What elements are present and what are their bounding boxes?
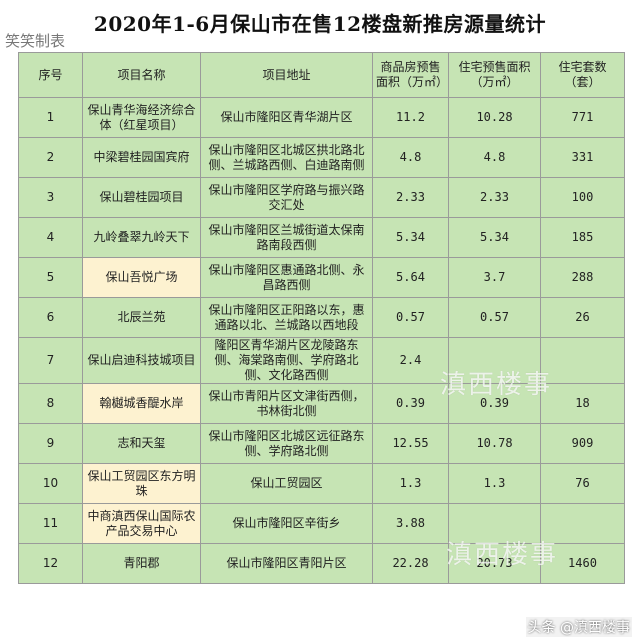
- cell-no: 6: [18, 297, 83, 338]
- cell-name: 保山吾悦广场: [82, 257, 201, 298]
- header-address: 项目地址: [200, 52, 373, 98]
- cell-res-area: 20.73: [448, 543, 541, 584]
- cell-no: 12: [18, 543, 83, 584]
- cell-address: 保山市隆阳区兰城街道太保南路南段西侧: [200, 217, 373, 258]
- cell-area: 1.3: [372, 463, 449, 504]
- cell-name: 北辰兰苑: [82, 297, 201, 338]
- header-no: 序号: [18, 52, 83, 98]
- cell-no: 4: [18, 217, 83, 258]
- cell-address: 保山市隆阳区北城区拱北路北侧、兰城路西侧、白迪路南侧: [200, 137, 373, 178]
- cell-res-area: 0.57: [448, 297, 541, 338]
- table-row: 4 九岭叠翠九岭天下 保山市隆阳区兰城街道太保南路南段西侧 5.34 5.34 …: [18, 217, 625, 258]
- cell-res-area: 10.78: [448, 423, 541, 464]
- cell-area: 11.2: [372, 97, 449, 138]
- cell-res-area: 10.28: [448, 97, 541, 138]
- cell-name: 九岭叠翠九岭天下: [82, 217, 201, 258]
- cell-no: 8: [18, 383, 83, 424]
- author-label: 笑笑制表: [5, 32, 66, 50]
- table-row: 12 青阳郡 保山市隆阳区青阳片区 22.28 20.73 1460: [18, 543, 625, 584]
- cell-name: 保山工贸园区东方明珠: [82, 463, 201, 504]
- cell-address: 隆阳区青华湖片区龙陵路东侧、海棠路南侧、学府路北侧、文化路西侧: [200, 337, 373, 384]
- cell-address: 保山市隆阳区惠通路北侧、永昌路西侧: [200, 257, 373, 298]
- cell-name: 保山启迪科技城项目: [82, 337, 201, 384]
- cell-units: 100: [540, 177, 625, 218]
- cell-area: 5.34: [372, 217, 449, 258]
- header-row: 序号 项目名称 项目地址 商品房预售面积（万㎡） 住宅预售面积（万㎡） 住宅套数…: [18, 52, 625, 98]
- cell-units: [540, 337, 625, 384]
- cell-units: 331: [540, 137, 625, 178]
- cell-area: 4.8: [372, 137, 449, 178]
- cell-area: 22.28: [372, 543, 449, 584]
- cell-name: 青阳郡: [82, 543, 201, 584]
- cell-area: 0.57: [372, 297, 449, 338]
- cell-units: [540, 503, 625, 544]
- cell-area: 3.88: [372, 503, 449, 544]
- table-row: 2 中梁碧桂园国宾府 保山市隆阳区北城区拱北路北侧、兰城路西侧、白迪路南侧 4.…: [18, 137, 625, 178]
- cell-area: 2.4: [372, 337, 449, 384]
- cell-name: 志和天玺: [82, 423, 201, 464]
- table-row: 10 保山工贸园区东方明珠 保山工贸园区 1.3 1.3 76: [18, 463, 625, 504]
- cell-res-area: 5.34: [448, 217, 541, 258]
- housing-table: 序号 项目名称 项目地址 商品房预售面积（万㎡） 住宅预售面积（万㎡） 住宅套数…: [18, 52, 625, 584]
- cell-units: 185: [540, 217, 625, 258]
- cell-no: 2: [18, 137, 83, 178]
- cell-no: 5: [18, 257, 83, 298]
- cell-res-area: 3.7: [448, 257, 541, 298]
- cell-name: 中商滇西保山国际农产品交易中心: [82, 503, 201, 544]
- cell-address: 保山市隆阳区学府路与振兴路交汇处: [200, 177, 373, 218]
- cell-area: 5.64: [372, 257, 449, 298]
- cell-area: 2.33: [372, 177, 449, 218]
- cell-address: 保山市隆阳区北城区远征路东侧、学府路北侧: [200, 423, 373, 464]
- cell-no: 3: [18, 177, 83, 218]
- cell-units: 18: [540, 383, 625, 424]
- table-row: 5 保山吾悦广场 保山市隆阳区惠通路北侧、永昌路西侧 5.64 3.7 288: [18, 257, 625, 298]
- cell-name: 保山碧桂园项目: [82, 177, 201, 218]
- cell-units: 288: [540, 257, 625, 298]
- cell-res-area: 0.39: [448, 383, 541, 424]
- cell-units: 76: [540, 463, 625, 504]
- cell-units: 1460: [540, 543, 625, 584]
- table-row: 1 保山青华海经济综合体（红星项目） 保山市隆阳区青华湖片区 11.2 10.2…: [18, 97, 625, 138]
- cell-name: 翰樾城香醍水岸: [82, 383, 201, 424]
- cell-name: 中梁碧桂园国宾府: [82, 137, 201, 178]
- cell-no: 10: [18, 463, 83, 504]
- table-row: 3 保山碧桂园项目 保山市隆阳区学府路与振兴路交汇处 2.33 2.33 100: [18, 177, 625, 218]
- source-footer: 头条 @滇西楼事: [525, 617, 632, 637]
- cell-units: 26: [540, 297, 625, 338]
- cell-area: 12.55: [372, 423, 449, 464]
- table-row: 9 志和天玺 保山市隆阳区北城区远征路东侧、学府路北侧 12.55 10.78 …: [18, 423, 625, 464]
- table-title: 2020年1-6月保山市在售12楼盘新推房源量统计: [93, 12, 547, 36]
- table-row: 11 中商滇西保山国际农产品交易中心 保山市隆阳区辛街乡 3.88: [18, 503, 625, 544]
- cell-res-area: [448, 503, 541, 544]
- cell-name: 保山青华海经济综合体（红星项目）: [82, 97, 201, 138]
- header-units: 住宅套数（套）: [540, 52, 625, 98]
- cell-address: 保山市隆阳区辛街乡: [200, 503, 373, 544]
- cell-no: 1: [18, 97, 83, 138]
- cell-res-area: 4.8: [448, 137, 541, 178]
- table-row: 6 北辰兰苑 保山市隆阳区正阳路以东，惠通路以北、兰城路以西地段 0.57 0.…: [18, 297, 625, 338]
- table-row: 7 保山启迪科技城项目 隆阳区青华湖片区龙陵路东侧、海棠路南侧、学府路北侧、文化…: [18, 337, 625, 384]
- header-res-area: 住宅预售面积（万㎡）: [448, 52, 541, 98]
- header-area: 商品房预售面积（万㎡）: [372, 52, 449, 98]
- cell-no: 9: [18, 423, 83, 464]
- cell-res-area: [448, 337, 541, 384]
- cell-address: 保山市隆阳区正阳路以东，惠通路以北、兰城路以西地段: [200, 297, 373, 338]
- cell-area: 0.39: [372, 383, 449, 424]
- cell-units: 771: [540, 97, 625, 138]
- cell-no: 11: [18, 503, 83, 544]
- cell-address: 保山市隆阳区青华湖片区: [200, 97, 373, 138]
- cell-no: 7: [18, 337, 83, 384]
- cell-units: 909: [540, 423, 625, 464]
- table-row: 8 翰樾城香醍水岸 保山市青阳片区文津街西侧，书林街北侧 0.39 0.39 1…: [18, 383, 625, 424]
- cell-address: 保山工贸园区: [200, 463, 373, 504]
- cell-res-area: 1.3: [448, 463, 541, 504]
- cell-address: 保山市青阳片区文津街西侧，书林街北侧: [200, 383, 373, 424]
- cell-address: 保山市隆阳区青阳片区: [200, 543, 373, 584]
- header-name: 项目名称: [82, 52, 201, 98]
- cell-res-area: 2.33: [448, 177, 541, 218]
